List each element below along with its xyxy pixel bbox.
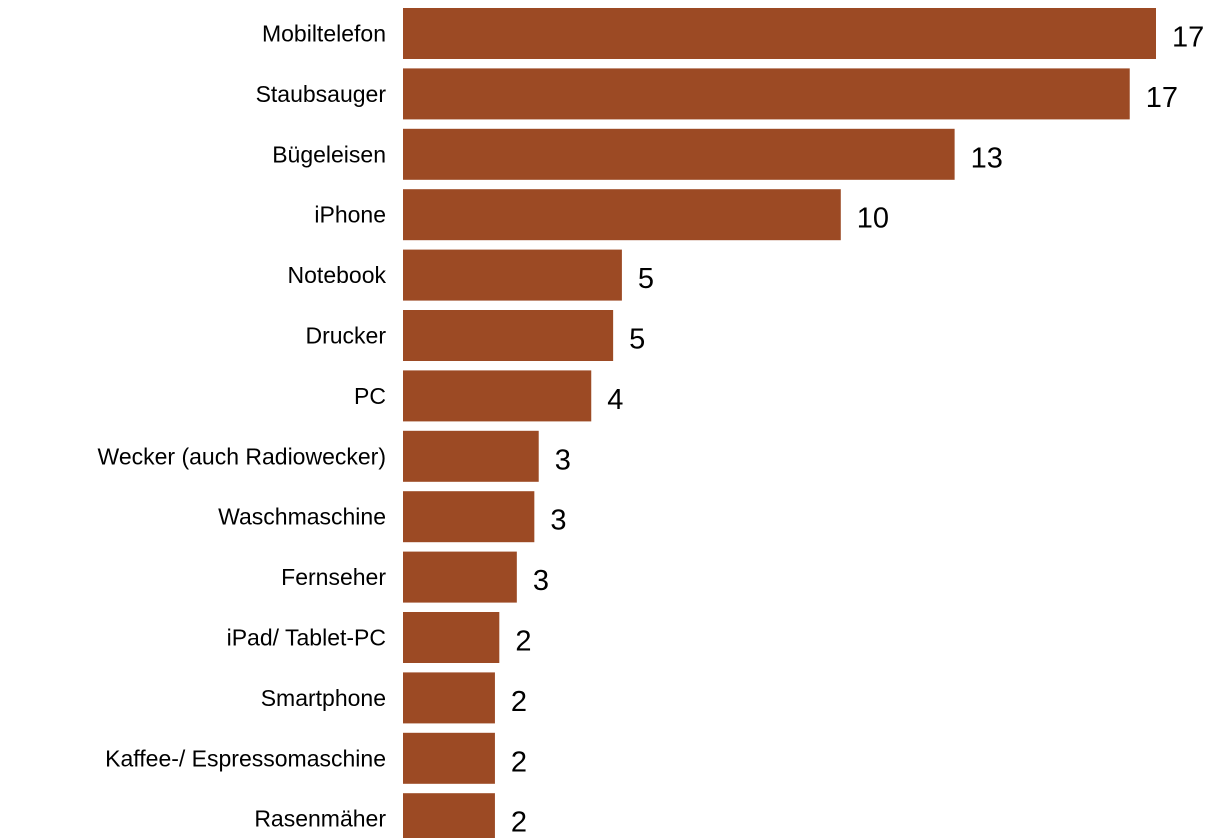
bar (403, 128, 955, 180)
category-label: iPad/ Tablet-PC (227, 625, 386, 651)
plot-area: Mobiltelefon 17 Staubsauger 17 Bügeleisen 13 i… (98, 8, 1204, 838)
bar (403, 370, 592, 422)
bar (403, 430, 539, 482)
value-label: 3 (550, 505, 566, 537)
category-label: Drucker (305, 323, 386, 349)
category-label: Rasenmäher (254, 806, 386, 832)
category-label: PC (354, 383, 386, 409)
value-label: 5 (629, 324, 645, 356)
bar (403, 491, 535, 543)
value-label: 2 (511, 807, 527, 838)
category-label: iPhone (314, 202, 386, 228)
value-label: 2 (515, 626, 531, 658)
bar (403, 68, 1130, 120)
bar (403, 249, 622, 301)
value-label: 4 (607, 384, 623, 416)
category-label: Kaffee-/ Espressomaschine (105, 745, 386, 771)
bar (403, 8, 1156, 59)
bar (403, 551, 517, 603)
category-label: Notebook (288, 262, 387, 288)
bar (403, 189, 841, 241)
category-label: Waschmaschine (218, 504, 386, 530)
value-label: 17 (1146, 82, 1178, 114)
bar (403, 612, 500, 663)
value-label: 2 (511, 746, 527, 778)
value-label: 3 (555, 444, 571, 476)
value-label: 2 (511, 686, 527, 718)
bar (403, 793, 495, 838)
category-label: Fernseher (281, 564, 386, 590)
value-label: 3 (533, 565, 549, 597)
bar (403, 732, 495, 784)
value-label: 17 (1172, 22, 1204, 54)
value-label: 5 (638, 263, 654, 295)
category-label: Mobiltelefon (262, 21, 386, 47)
category-label: Smartphone (261, 685, 386, 711)
bar (403, 310, 614, 361)
bar (403, 672, 495, 724)
value-label: 13 (971, 142, 1003, 174)
category-label: Staubsauger (256, 81, 387, 107)
category-label: Bügeleisen (272, 141, 386, 167)
value-label: 10 (857, 203, 889, 235)
category-label: Wecker (auch Radiowecker) (98, 443, 386, 469)
